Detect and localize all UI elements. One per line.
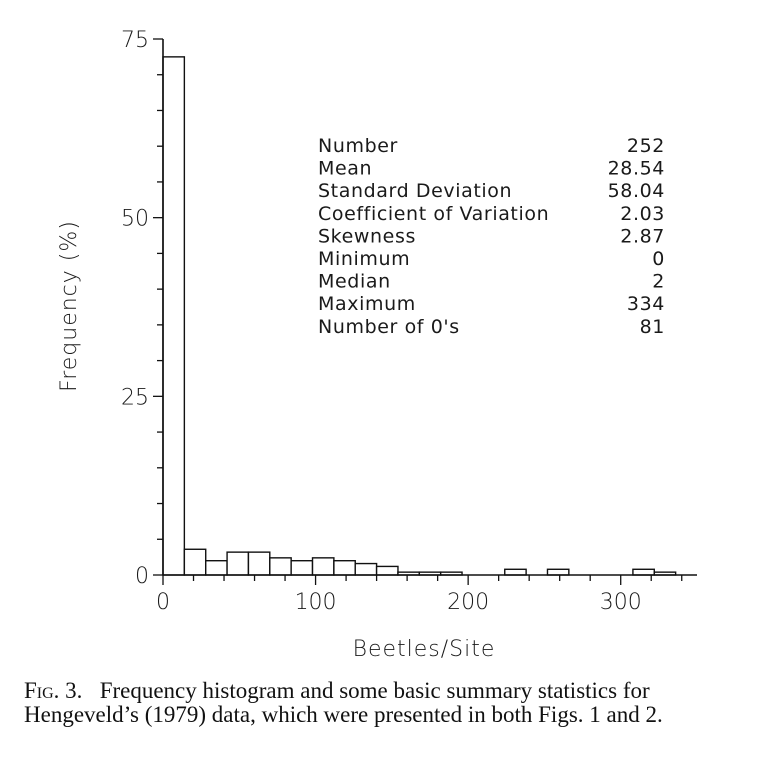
stat-label: Maximum bbox=[318, 293, 416, 315]
stat-value: 28.54 bbox=[608, 158, 665, 180]
x-tick-label: 100 bbox=[295, 590, 337, 615]
caption-text: Frequency histogram and some basic summa… bbox=[24, 678, 663, 727]
stat-value: 58.04 bbox=[608, 180, 665, 202]
stat-value: 334 bbox=[627, 293, 665, 315]
stat-label: Standard Deviation bbox=[318, 180, 512, 202]
histogram-bar bbox=[311, 557, 335, 576]
stat-label: Coefficient of Variation bbox=[318, 203, 549, 225]
histogram-bar bbox=[333, 560, 356, 576]
histogram-bar bbox=[226, 551, 250, 576]
stat-label: Number of 0's bbox=[318, 316, 460, 338]
histogram-chart: 0 25 50 75 0 100 200 300 Beetles/Site Frequency… bbox=[57, 28, 697, 662]
stat-value: 2.87 bbox=[620, 225, 665, 247]
histogram-bar bbox=[375, 565, 399, 576]
y-tick-label: 50 bbox=[121, 207, 149, 232]
x-tick-label: 300 bbox=[600, 590, 642, 615]
histogram-bar bbox=[354, 562, 378, 576]
stat-value: 2.03 bbox=[620, 203, 665, 225]
stat-label: Minimum bbox=[318, 248, 410, 270]
histogram-bar bbox=[546, 568, 570, 576]
stat-label: Median bbox=[318, 271, 391, 293]
x-axis-title: Beetles/Site bbox=[353, 637, 496, 662]
histogram-bar bbox=[183, 548, 207, 576]
histogram-bar bbox=[290, 560, 314, 576]
histogram-bar bbox=[162, 56, 186, 576]
y-axis-title: Frequency (%) bbox=[57, 220, 82, 392]
axis-ticks bbox=[153, 38, 683, 585]
histogram-bar bbox=[632, 568, 655, 576]
stat-value: 252 bbox=[627, 135, 665, 157]
y-tick-label: 25 bbox=[121, 385, 149, 410]
chart-axes bbox=[162, 39, 697, 576]
stat-label: Number bbox=[318, 135, 398, 157]
histogram-bar bbox=[247, 551, 271, 576]
histogram-bar bbox=[205, 560, 228, 576]
y-tick-label: 0 bbox=[135, 564, 149, 589]
stat-value: 81 bbox=[640, 316, 665, 338]
stat-value: 0 bbox=[652, 248, 665, 270]
histogram-bar bbox=[504, 568, 527, 576]
histogram-bar bbox=[269, 557, 292, 576]
stat-label: Skewness bbox=[318, 225, 416, 247]
x-tick-label: 200 bbox=[447, 590, 489, 615]
y-tick-label: 75 bbox=[121, 28, 149, 53]
histogram-bars bbox=[162, 56, 677, 576]
tick-labels: 0 25 50 75 0 100 200 300 bbox=[121, 28, 642, 615]
figure-label: Fig. 3. bbox=[24, 678, 83, 703]
figure-caption: Fig. 3. Frequency histogram and some bas… bbox=[24, 679, 749, 727]
x-tick-label: 0 bbox=[156, 590, 170, 615]
stat-label: Mean bbox=[318, 158, 372, 180]
summary-statistics: Number 252 Mean 28.54 Standard Deviation 58.0… bbox=[318, 135, 665, 338]
stat-value: 2 bbox=[652, 271, 665, 293]
